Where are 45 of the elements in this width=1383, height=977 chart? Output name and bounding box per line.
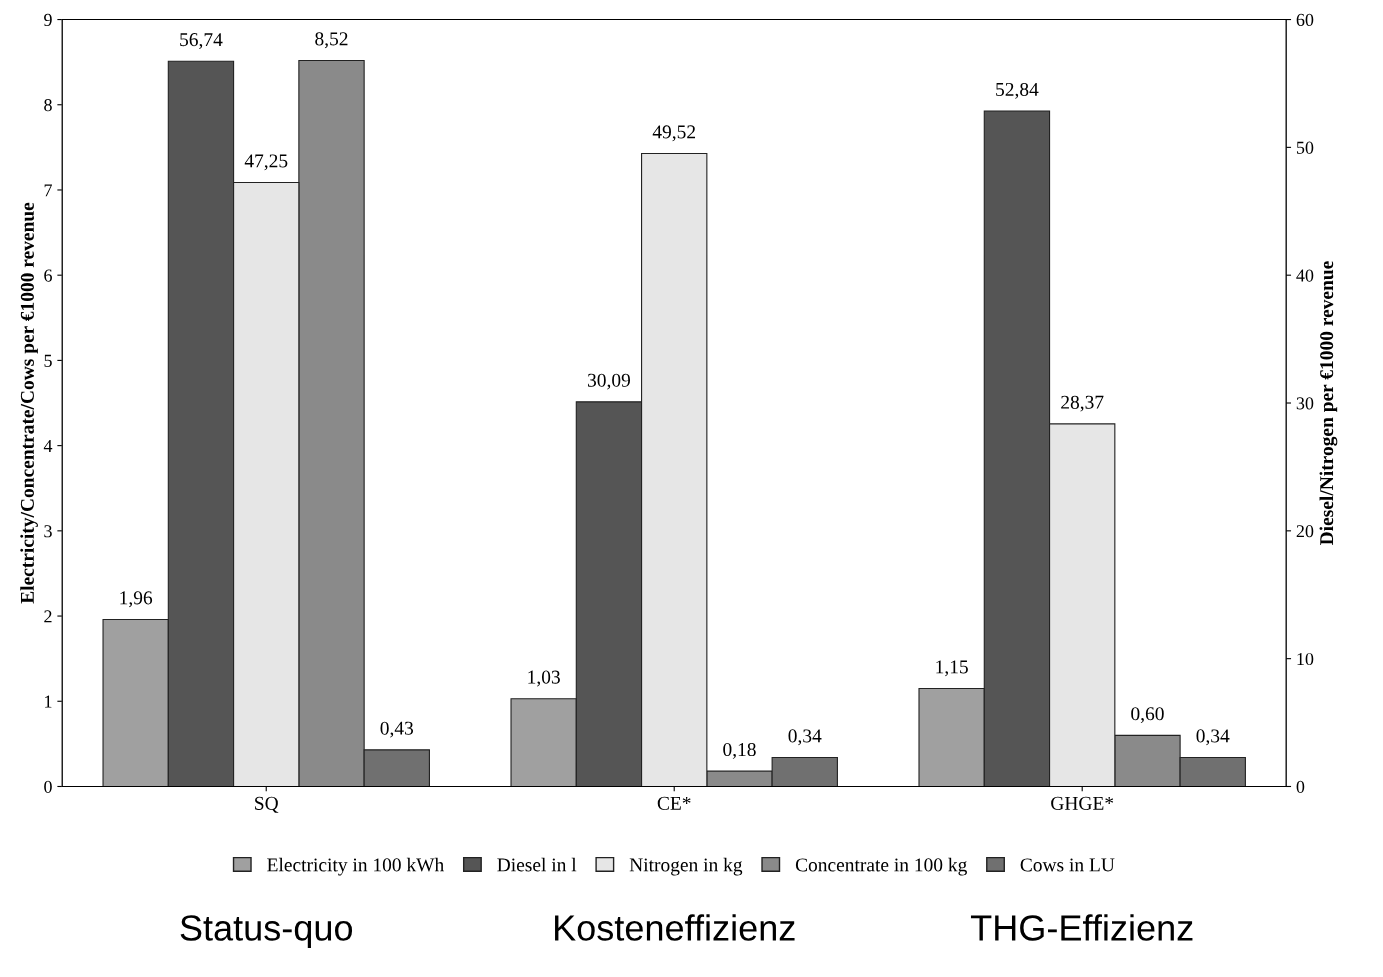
data-label: 1,96 <box>120 591 153 608</box>
y-tick-label: 9 <box>44 13 52 26</box>
data-label: 47,25 <box>244 154 288 171</box>
y2-tick-label: 50 <box>1296 141 1314 154</box>
y-tick-label: 3 <box>44 525 52 538</box>
y-tick-label: 0 <box>44 780 52 793</box>
y-tick-label: 5 <box>44 354 52 367</box>
legend-label: Nitrogen in kg <box>629 857 743 876</box>
data-label: 0,34 <box>788 729 822 746</box>
y2-axis-title: Diesel/Nitrogen per €1000 revenue <box>1319 261 1338 545</box>
data-label: 28,37 <box>1061 395 1104 412</box>
data-label: 1,03 <box>528 670 560 687</box>
data-label: 0,60 <box>1131 707 1164 724</box>
y2-tick-label: 10 <box>1297 652 1314 666</box>
x-tick-label: GHGE* <box>1051 796 1114 810</box>
y-tick-label: 2 <box>44 610 52 623</box>
data-label: 0,34 <box>1196 729 1230 746</box>
y-tick-label: 1 <box>45 695 52 708</box>
data-label: 1,15 <box>936 660 968 677</box>
x-tick-label: CE* <box>657 796 691 810</box>
text: THG-Effizienz <box>970 914 1193 941</box>
y2-tick-label: 30 <box>1296 397 1314 410</box>
y2-tick-label: 20 <box>1296 525 1314 538</box>
text: Kosteneffizienz <box>555 914 795 941</box>
y-axis-title: Electricity/Concentrate/Cows per €1000 revenue <box>20 202 38 604</box>
y2-tick-label: 40 <box>1296 269 1314 282</box>
text: Status-quo <box>180 915 353 948</box>
legend-label: Concentrate in 100 kg <box>795 857 967 876</box>
data-label: 0,18 <box>723 742 756 759</box>
y2-tick-label: 60 <box>1296 13 1314 26</box>
legend-label: Cows in LU <box>1020 858 1115 872</box>
y-tick-label: 8 <box>44 99 52 112</box>
x-tick-label: SQ <box>255 796 279 813</box>
data-label: 0,43 <box>380 721 414 738</box>
y-tick-label: 6 <box>44 269 52 282</box>
data-label: 49,52 <box>652 125 696 142</box>
data-label: 8,52 <box>315 32 348 49</box>
data-label: 56,74 <box>180 33 223 49</box>
y-tick-label: 4 <box>43 440 53 452</box>
data-label: 52,84 <box>996 82 1039 99</box>
legend-label: Electricity in 100 kWh <box>267 857 444 876</box>
y2-tick-label: 0 <box>1296 780 1305 793</box>
legend-label: Diesel in l <box>497 857 577 872</box>
data-label: 30,09 <box>587 373 631 390</box>
y-tick-label: 7 <box>44 184 52 197</box>
